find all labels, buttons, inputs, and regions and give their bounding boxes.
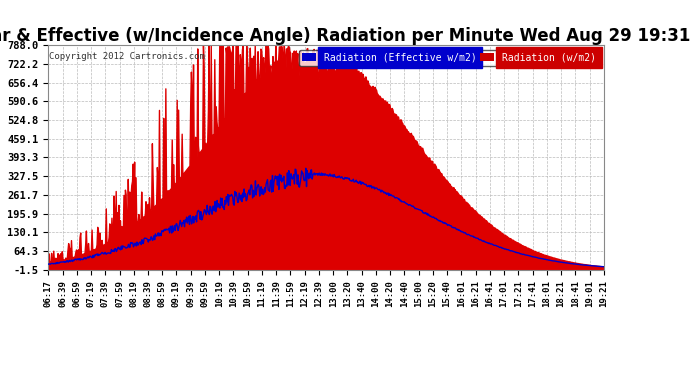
Legend: Radiation (Effective w/m2), Radiation (w/m2): Radiation (Effective w/m2), Radiation (w… [299, 50, 599, 66]
Text: Copyright 2012 Cartronics.com: Copyright 2012 Cartronics.com [49, 52, 205, 61]
Title: Solar & Effective (w/Incidence Angle) Radiation per Minute Wed Aug 29 19:31: Solar & Effective (w/Incidence Angle) Ra… [0, 27, 690, 45]
